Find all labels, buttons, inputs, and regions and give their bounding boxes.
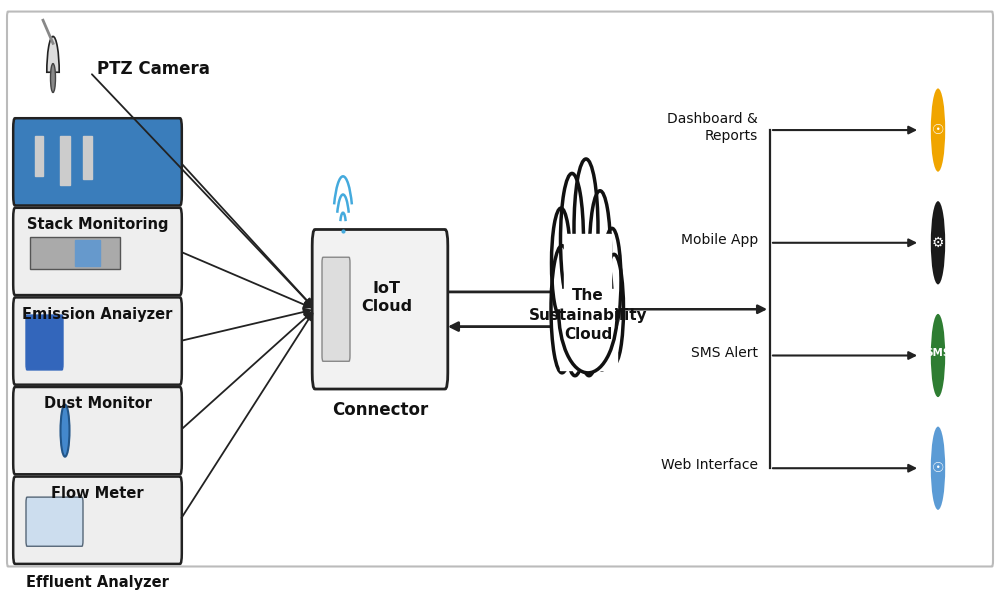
Bar	[564, 234, 611, 309]
Text: Connector: Connector	[332, 401, 428, 418]
Circle shape	[551, 246, 573, 373]
Circle shape	[603, 228, 621, 332]
Text: Dashboard &
Reports: Dashboard & Reports	[667, 112, 758, 142]
Circle shape	[560, 173, 584, 306]
FancyBboxPatch shape	[13, 387, 182, 475]
FancyBboxPatch shape	[312, 229, 448, 389]
FancyBboxPatch shape	[26, 497, 83, 546]
Text: ⚙: ⚙	[932, 236, 944, 250]
Circle shape	[50, 64, 56, 92]
Text: PTZ Camera: PTZ Camera	[97, 60, 210, 79]
Text: Effluent Analyzer: Effluent Analyzer	[26, 576, 169, 590]
Bar	[75, 240, 100, 266]
Text: IoT
Cloud: IoT Cloud	[361, 281, 413, 314]
Text: SMS Alert: SMS Alert	[691, 346, 758, 359]
Circle shape	[931, 89, 945, 171]
Text: Emission Anaiyzer: Emission Anaiyzer	[22, 307, 173, 322]
Text: Flow Meter: Flow Meter	[51, 486, 144, 501]
Circle shape	[592, 249, 612, 370]
Circle shape	[564, 243, 586, 376]
Text: Mobile App: Mobile App	[681, 233, 758, 247]
Bar	[60, 136, 70, 185]
Circle shape	[604, 254, 624, 364]
FancyBboxPatch shape	[26, 315, 63, 370]
Text: Dust Monitor: Dust Monitor	[44, 396, 152, 411]
FancyBboxPatch shape	[7, 12, 993, 567]
Bar	[35, 136, 43, 176]
Circle shape	[552, 208, 570, 318]
Text: SMS: SMS	[925, 348, 951, 358]
Bar	[560, 289, 617, 370]
Text: The
Sustainability
Cloud: The Sustainability Cloud	[529, 288, 647, 342]
Circle shape	[60, 405, 70, 457]
Text: Web Interface: Web Interface	[661, 459, 758, 472]
Circle shape	[590, 191, 610, 312]
Circle shape	[578, 243, 600, 376]
Wedge shape	[47, 37, 59, 72]
Bar	[83, 136, 92, 179]
FancyBboxPatch shape	[13, 208, 182, 295]
FancyBboxPatch shape	[13, 297, 182, 385]
Circle shape	[574, 159, 598, 298]
Bar	[30, 237, 120, 269]
FancyBboxPatch shape	[13, 118, 182, 206]
Circle shape	[931, 427, 945, 510]
Circle shape	[931, 314, 945, 397]
Circle shape	[931, 201, 945, 284]
FancyBboxPatch shape	[322, 257, 350, 361]
Text: ☉: ☉	[932, 461, 944, 475]
FancyBboxPatch shape	[13, 476, 182, 564]
Text: Stack Monitoring: Stack Monitoring	[27, 217, 168, 232]
Text: ☉: ☉	[932, 123, 944, 137]
